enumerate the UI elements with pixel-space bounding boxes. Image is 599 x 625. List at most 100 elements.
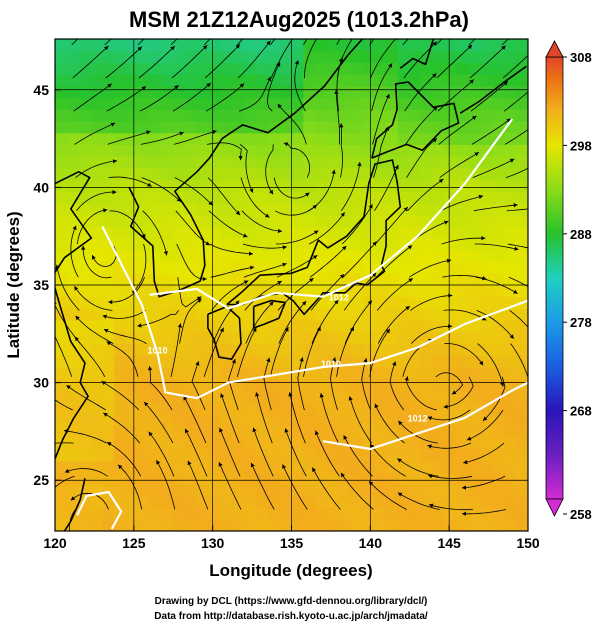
field-cell [149,296,162,309]
streamline [389,361,405,411]
field-cell [445,296,458,309]
field-cell [480,425,494,438]
field-cell [149,191,162,204]
field-cell [161,472,174,485]
field-cell [173,273,186,286]
field-cell [445,144,458,157]
field-cell [480,472,494,485]
streamline-arrowhead [292,33,296,37]
field-cell [267,132,281,145]
field-cell [397,226,411,239]
field-cell [409,460,423,473]
field-cell [421,156,434,169]
field-cell [244,390,257,403]
field-cell [173,214,186,227]
field-cell [338,132,352,145]
streamline-arrowhead [394,164,399,170]
streamline-arrowhead [339,123,344,128]
streamline [263,357,272,411]
field-cell [220,425,233,438]
field-cell [303,495,316,509]
streamline [241,210,283,232]
field-cell [185,331,198,345]
streamline-arrowhead [444,220,449,225]
field-cell [267,308,281,321]
field-cell [149,74,162,87]
field-cell [232,402,245,415]
streamline [307,169,335,212]
field-cell [267,296,281,309]
streamline-arrowhead [299,357,304,362]
field-cell [504,343,517,356]
field-cell [504,437,517,450]
streamline-arrowhead [103,412,108,417]
field-cell [267,238,281,251]
field-cell [362,238,375,251]
field-cell [291,191,304,204]
streamline-arrowhead [539,342,543,347]
field-cell [327,390,340,403]
field-cell [516,484,528,497]
field-cell [397,308,411,321]
field-cell [279,402,293,415]
field-cell [196,507,210,520]
field-cell [338,367,352,380]
streamline-arrowhead [144,402,149,407]
streamline-arrowhead [340,472,345,478]
streamline-arrowhead [148,431,153,437]
field-cell [196,132,210,145]
field-cell [480,484,494,497]
field-cell [185,261,198,274]
streamline [474,243,519,250]
field-cell [102,144,115,157]
field-cell [114,413,127,427]
streamline-arrowhead [195,361,200,366]
field-cell [55,390,68,403]
field-cell [102,390,115,403]
field-cell [421,285,434,298]
field-cell [362,320,375,333]
streamline-arrowhead [231,359,236,364]
field-cell [220,249,233,263]
field-cell [516,390,528,403]
streamline [472,158,515,178]
field-cell [409,519,423,531]
streamline [427,409,471,421]
field-cell [480,285,494,298]
field-cell [386,261,399,274]
field-cell [66,378,80,391]
field-cell [220,85,233,99]
field-cell [516,308,528,321]
streamline-arrowhead [467,44,472,50]
field-cell [374,296,387,309]
streamline [106,341,139,377]
field-cell [445,85,458,99]
field-cell [78,74,92,87]
streamline [73,83,112,112]
coast-sakhalin [399,39,435,69]
field-cell [315,85,328,99]
field-cell [173,495,186,509]
field-cell [303,144,316,157]
streamline-arrowhead [243,280,249,285]
contour-label: 1010 [147,345,167,355]
field-cell [256,402,269,415]
field-cell [208,495,222,509]
field-cell [196,50,210,63]
streamline-arrowhead [141,233,146,239]
field-cell [457,390,470,403]
field-cell [327,97,340,110]
field-cell [480,179,494,192]
field-cell [208,109,222,122]
field-cell [315,425,328,438]
field-cell [126,249,139,263]
streamline-arrowhead [63,429,69,434]
field-cell [291,74,304,87]
field-cell [504,460,517,473]
field-cell [315,74,328,87]
field-cell [338,296,352,309]
field-cell [220,402,233,415]
field-cell [149,402,162,415]
field-cell [78,261,92,274]
field-cell [362,331,375,345]
